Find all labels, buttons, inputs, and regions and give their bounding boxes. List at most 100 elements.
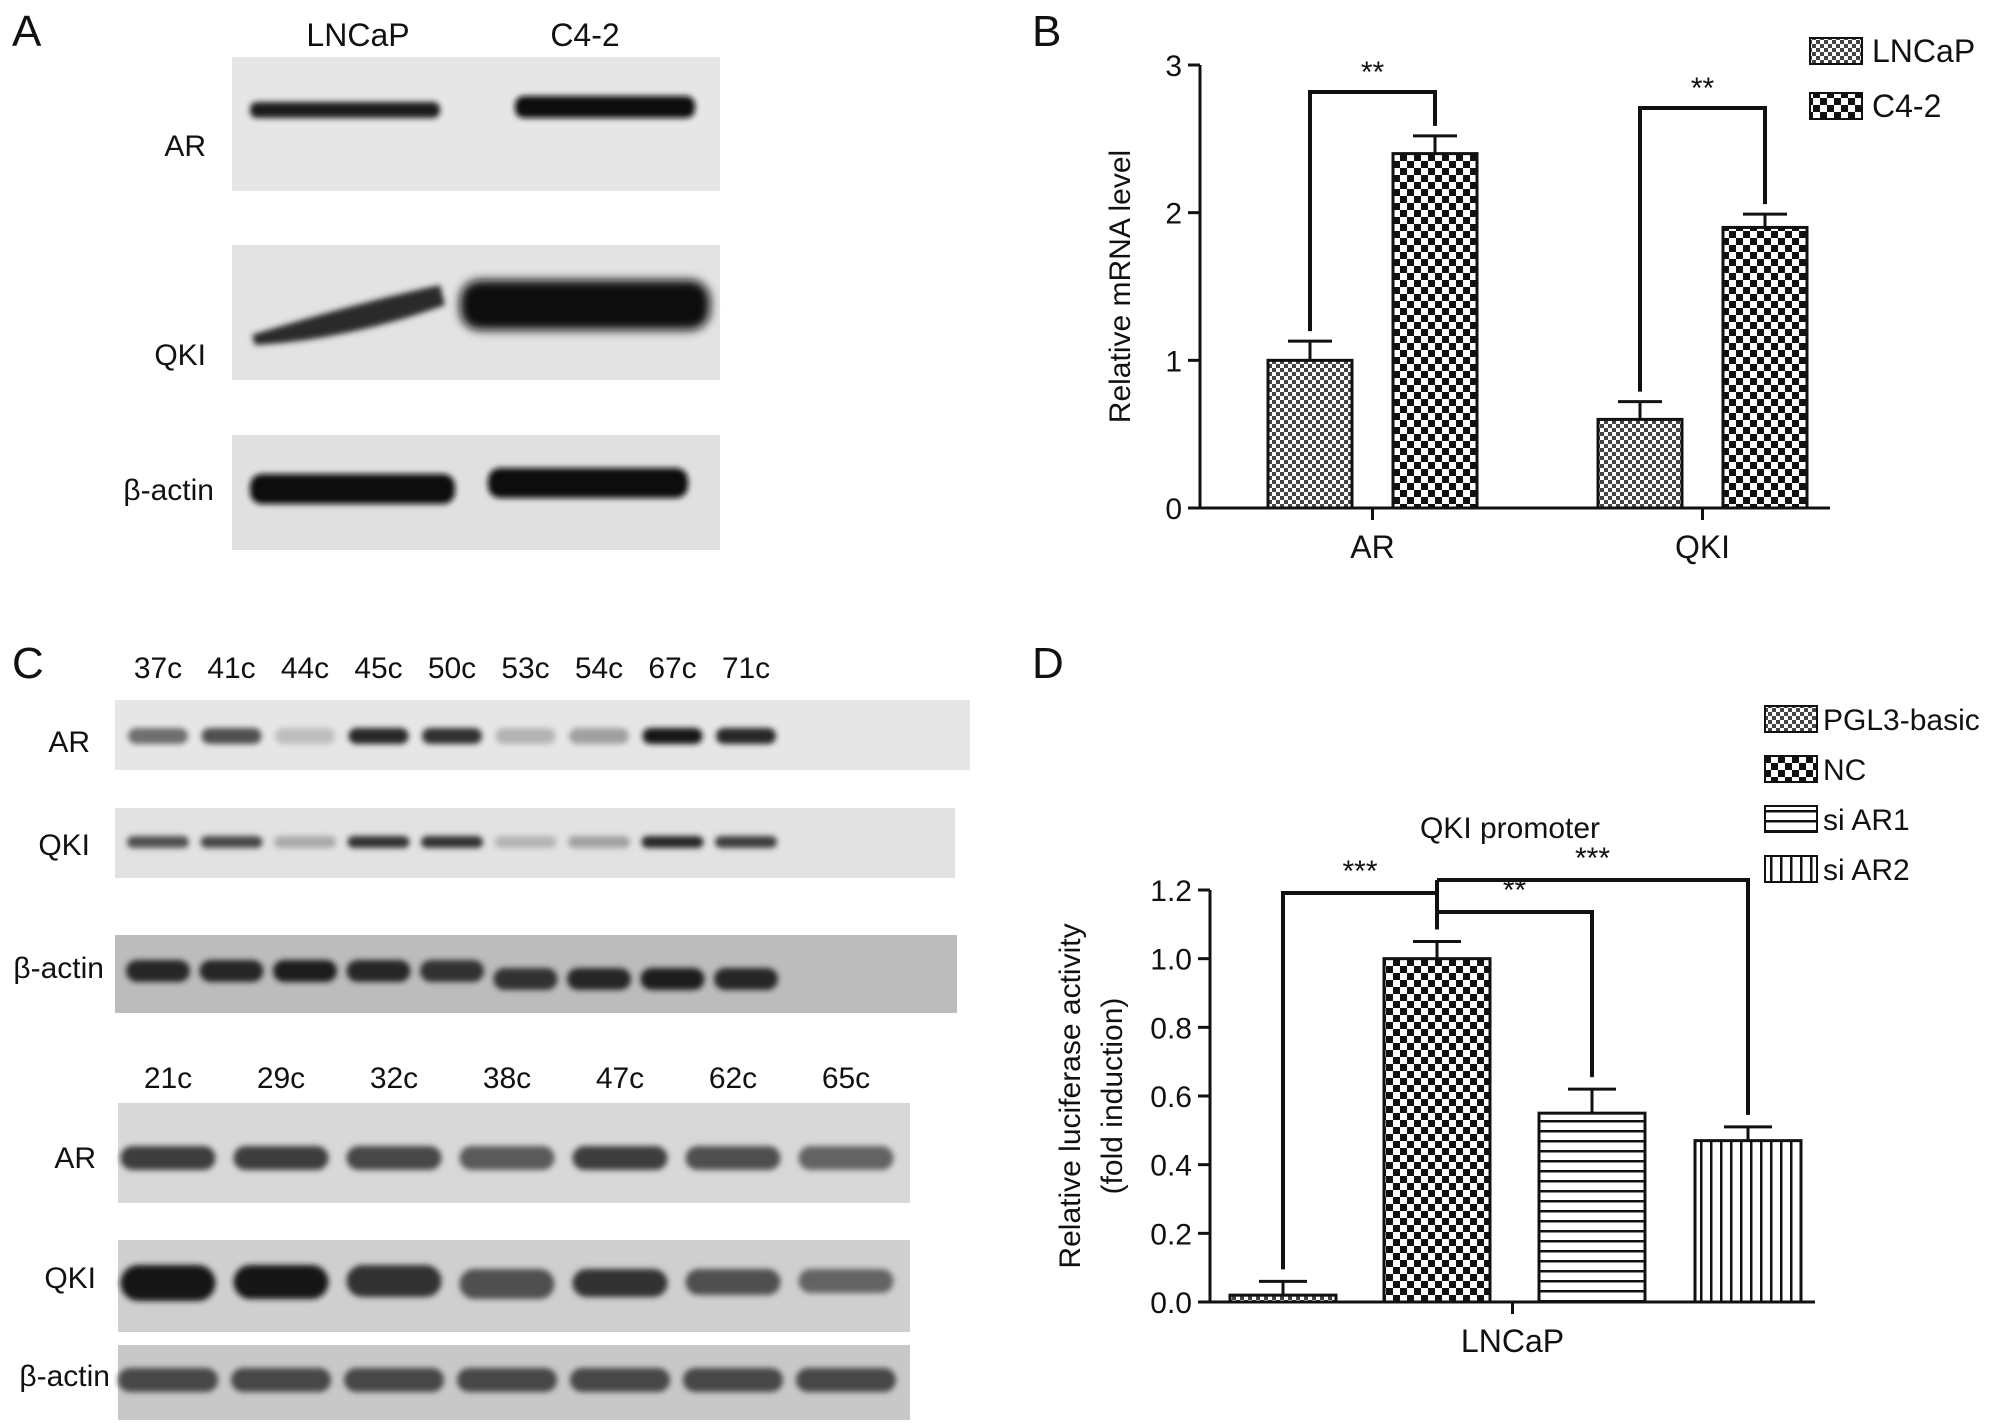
- blot-band: [572, 1269, 668, 1297]
- lane-label: 37c: [134, 652, 182, 685]
- blot-band: [118, 1368, 218, 1392]
- panel-b-letter: B: [1032, 7, 1061, 56]
- bar: [1596, 417, 1684, 510]
- panel-a-blot-qki: [232, 245, 720, 380]
- blot-band: [275, 728, 335, 744]
- lane-label: 54c: [575, 652, 623, 685]
- panel-a: A LNCaP C4-2 AR QKI β-actin: [12, 7, 720, 550]
- blot-band: [233, 1146, 329, 1170]
- y-axis-label: Relative mRNA level: [1104, 150, 1137, 423]
- lane-label: 29c: [257, 1062, 305, 1095]
- panel-d: D 0.0 0.2 0.4 0.6 0.8 1.0 1.2 Relative lucifera…: [1032, 639, 1980, 1359]
- y-axis-label: Relative luciferase activity: [1054, 923, 1087, 1268]
- bar: [1721, 225, 1809, 510]
- panel-c-top-blots: [115, 700, 970, 1013]
- significance-bracket: [1437, 878, 1750, 1115]
- panel-a-column-label: LNCaP: [306, 17, 409, 53]
- bar: [1382, 957, 1492, 1304]
- chart-d: 0.0 0.2 0.4 0.6 0.8 1.0 1.2 Relative luciferase…: [1054, 704, 1980, 1359]
- panel-c-bottom-blots: [118, 1103, 910, 1420]
- blot-band: [231, 1368, 331, 1392]
- panel-c-top-columns: 37c 41c 44c 45c 50c 53c 54c 67c 71c: [134, 652, 770, 685]
- blot-band: [422, 728, 482, 744]
- panel-a-blot-ar: [232, 57, 720, 191]
- y-tick-label: 0.8: [1150, 1012, 1192, 1045]
- panel-c: C 37c 41c 44c 45c 50c 53c 54c 67c 71c AR QKI β-a…: [12, 639, 970, 1420]
- lane-label: 53c: [501, 652, 549, 685]
- lane-label: 41c: [207, 652, 255, 685]
- panel-c-row-label: AR: [48, 726, 90, 759]
- lane-label: 71c: [722, 652, 770, 685]
- chart-b: 0 1 2 3 Relative mRNA level AR ** QKI ** LNCaP C4-…: [1104, 33, 1975, 565]
- legend-label: si AR2: [1823, 854, 1910, 887]
- legend-label: C4-2: [1872, 88, 1941, 124]
- panel-a-row-label: β-actin: [123, 474, 214, 507]
- blot-band: [348, 728, 409, 744]
- y-tick-label: 1.2: [1150, 875, 1192, 908]
- blot-band: [493, 968, 558, 990]
- blot-band: [233, 1265, 329, 1299]
- lane-label: 44c: [281, 652, 329, 685]
- blot-band: [572, 1146, 668, 1170]
- blot-band: [274, 836, 336, 848]
- bar: [1693, 1139, 1803, 1304]
- blot-band: [347, 836, 410, 848]
- y-tick-label: 1: [1165, 345, 1182, 378]
- panel-c-bottom-columns: 21c 29c 32c 38c 47c 62c 65c: [144, 1062, 870, 1095]
- lane-label: 65c: [822, 1062, 870, 1095]
- blot-band: [569, 728, 629, 744]
- bar: [1228, 1293, 1338, 1304]
- significance-label: ***: [1342, 855, 1377, 888]
- blot-band: [273, 960, 337, 982]
- blot-band: [126, 960, 190, 982]
- chart-title: QKI promoter: [1420, 812, 1600, 845]
- blot-band: [683, 1368, 783, 1392]
- y-tick-label: 0: [1165, 493, 1182, 526]
- panel-c-letter: C: [12, 639, 44, 688]
- blot-band: [199, 960, 264, 982]
- legend-swatch: [1764, 705, 1818, 733]
- legend-swatch: [1764, 855, 1818, 883]
- significance-bracket: [1308, 90, 1437, 332]
- legend-swatch: [1809, 92, 1863, 120]
- blot-band: [120, 1265, 216, 1301]
- blot-band: [346, 1146, 442, 1170]
- blot-band: [798, 1269, 894, 1293]
- blot-band: [346, 960, 411, 982]
- panel-c-row-label: β-actin: [19, 1360, 110, 1393]
- blot-band: [796, 1368, 896, 1392]
- blot-band: [128, 728, 188, 744]
- blot-band: [457, 1368, 557, 1392]
- x-tick-label: AR: [1350, 529, 1394, 565]
- blot-band: [714, 968, 778, 990]
- blot-band: [459, 1146, 555, 1170]
- blot-band: [201, 728, 262, 744]
- panel-c-row-label: AR: [54, 1142, 96, 1175]
- panel-a-column-label: C4-2: [550, 17, 619, 53]
- y-tick-label: 0.6: [1150, 1081, 1192, 1114]
- lane-label: 67c: [648, 652, 696, 685]
- blot-band: [685, 1146, 781, 1170]
- significance-label: **: [1691, 72, 1715, 105]
- legend-label: LNCaP: [1872, 33, 1975, 69]
- blot-band: [716, 728, 776, 744]
- bar: [1537, 1111, 1647, 1304]
- y-tick-label: 0.4: [1150, 1150, 1192, 1183]
- panel-a-blot-actin: [232, 435, 720, 550]
- panel-c-row-label: β-actin: [13, 952, 104, 985]
- blot-band: [798, 1146, 894, 1170]
- blot-band: [570, 1368, 670, 1392]
- blot-band: [459, 1269, 555, 1299]
- y-tick-label: 1.0: [1150, 944, 1192, 977]
- blot-band: [495, 728, 556, 744]
- legend-label: si AR1: [1823, 804, 1910, 837]
- blot-band: [715, 836, 777, 848]
- lane-label: 47c: [596, 1062, 644, 1095]
- lane-label: 45c: [354, 652, 402, 685]
- x-axis-label: LNCaP: [1461, 1323, 1564, 1359]
- panel-a-row-label: QKI: [154, 339, 206, 372]
- blot-band: [640, 968, 705, 990]
- blot-band: [120, 1146, 216, 1170]
- y-tick-label: 3: [1165, 50, 1182, 83]
